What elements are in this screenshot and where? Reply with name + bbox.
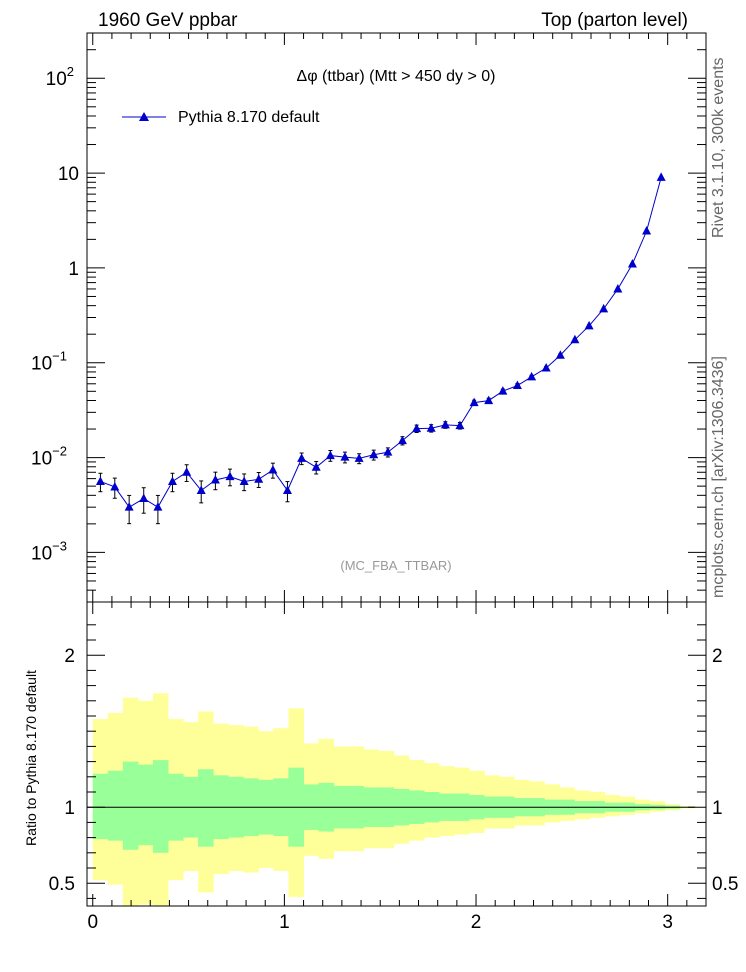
data-point [455,420,465,430]
data-point [555,350,565,359]
data-point [239,476,249,485]
inner-band-bin [152,760,169,853]
legend-marker-icon [139,112,149,121]
x-tick-label: 3 [662,912,673,933]
data-point [311,462,321,471]
y-tick-label: 102 [46,64,74,90]
data-point [383,447,393,456]
data-point [541,363,551,372]
data-point [225,471,235,481]
x-tick-label: 0 [87,912,98,933]
series-line [100,177,662,508]
ratio-y-tick-label: 0.5 [49,874,75,895]
data-point [627,258,637,268]
data-point [95,476,105,485]
rivet-label: Rivet 3.1.10, 300k events [710,57,727,238]
data-point [124,502,134,511]
y-tick-label: 10−2 [31,444,67,470]
data-point [512,380,522,390]
data-point [440,419,450,429]
mcplots-label: mcplots.cern.ch [arXiv:1306.3436] [710,356,727,598]
data-point [656,172,666,181]
y-tick-label: 10 [58,164,79,185]
chart-title: Δφ (ttbar) (Mtt > 450 dy > 0) [297,68,496,85]
legend-entry: Pythia 8.170 default [178,109,320,126]
ratio-y-tick-label-right: 2 [712,646,723,667]
data-point [182,467,192,476]
data-point [613,283,623,293]
header-right: Top (parton level) [541,10,688,31]
ratio-ylabel: Ratio to Pythia 8.170 default [23,670,39,846]
y-tick-label: 1 [68,259,79,280]
data-point [498,386,508,395]
x-tick-label: 2 [471,912,482,933]
data-point [153,502,163,511]
data-point [484,395,494,405]
inner-band-bin [107,770,124,841]
ratio-frame [86,601,707,907]
data-point [354,453,364,462]
data-point [268,464,278,474]
data-point [210,475,220,484]
y-tick-label: 10−1 [31,349,67,375]
data-point [139,493,149,503]
data-point [584,320,594,330]
inner-band-bin [198,769,214,847]
ratio-y-tick-label-right: 1 [712,798,723,819]
data-point [254,474,264,483]
inner-band-bin [92,773,109,840]
y-tick-label: 10−3 [31,538,67,564]
data-point [527,371,537,381]
data-point [397,435,407,445]
main-plot: 10−3 10−2 10−1 1 10 102 [31,32,707,603]
ratio-plot: 0 1 2 3 0.5 0.5 1 1 2 2 [49,601,738,933]
data-point [570,334,580,344]
ratio-y-tick-label: 2 [64,646,75,667]
legend: Pythia 8.170 default [122,109,320,126]
data-point [110,481,120,491]
inner-band-bin [137,764,154,846]
data-point [599,303,609,313]
chart-watermark: (MC_FBA_TTBAR) [340,558,451,573]
data-point [469,397,479,407]
data-point [167,476,177,485]
x-tick-label: 1 [279,912,290,933]
header-left: 1960 GeV ppbar [98,10,238,31]
ratio-y-tick-label-right: 0.5 [712,874,738,895]
ratio-y-tick-label: 1 [64,798,75,819]
data-point [412,423,422,433]
data-point [642,226,652,235]
data-point [340,452,350,461]
data-point [297,453,307,462]
data-point [282,485,292,494]
ratio-bands [92,693,696,906]
data-point [369,449,379,459]
data-point [196,485,206,494]
data-point [426,423,436,432]
data-point [325,450,335,460]
inner-band-bin [122,761,139,850]
